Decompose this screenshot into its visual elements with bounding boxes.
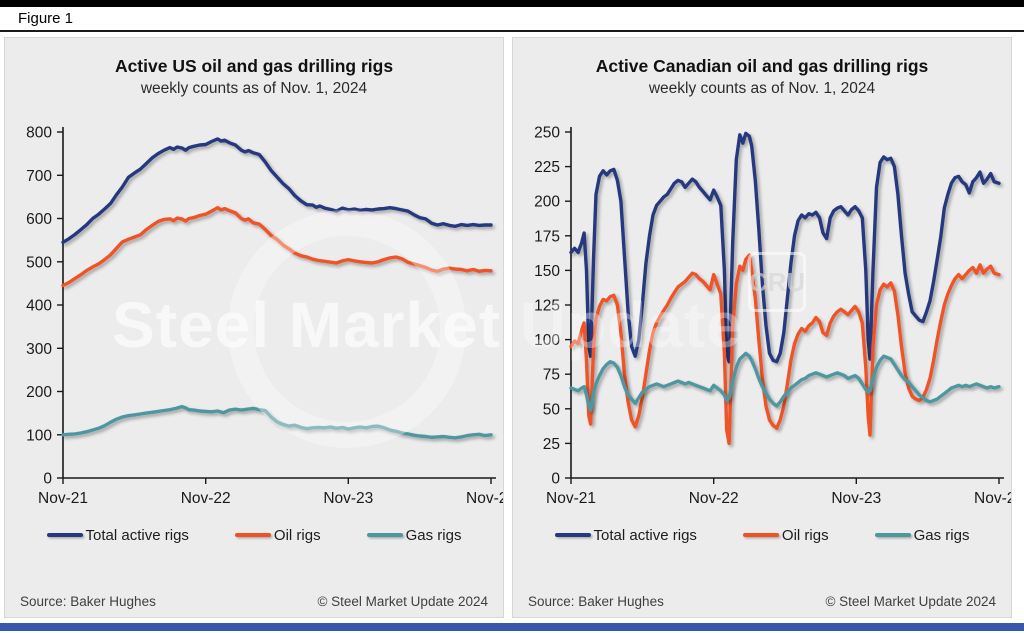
svg-text:700: 700	[26, 168, 52, 185]
svg-text:Nov-24: Nov-24	[466, 490, 503, 507]
top-accent-bar	[0, 0, 1024, 7]
canada-chart-subtitle: weekly counts as of Nov. 1, 2024	[648, 80, 876, 97]
charts-container: Active US oil and gas drilling rigs week…	[0, 32, 1024, 623]
svg-text:225: 225	[534, 159, 560, 176]
gas-line-swatch	[366, 532, 403, 538]
figure-label: Figure 1	[18, 10, 74, 27]
us-chart-subtitle: weekly counts as of Nov. 1, 2024	[140, 80, 368, 97]
us-legend: Total active rigs Oil rigs Gas rigs	[5, 522, 503, 548]
svg-text:250: 250	[534, 125, 560, 142]
svg-text:Nov-22: Nov-22	[689, 490, 739, 507]
legend-item-total: Total active rigs	[554, 526, 697, 544]
gas-line-swatch	[874, 532, 911, 538]
legend-item-oil: Oil rigs	[234, 526, 321, 544]
svg-text:0: 0	[551, 471, 560, 488]
svg-text:400: 400	[26, 298, 52, 315]
legend-label-oil: Oil rigs	[273, 526, 321, 544]
svg-text:300: 300	[26, 341, 52, 358]
canada-line-chart: 0 25 50 75 100 125 150 175 200 225 250 Nov-21 Nov-22…	[534, 125, 1011, 508]
svg-text:200: 200	[534, 194, 560, 211]
legend-label-gas: Gas rigs	[405, 526, 462, 544]
svg-text:Nov-21: Nov-21	[546, 490, 596, 507]
bottom-accent-bar	[0, 623, 1024, 631]
oil-line-swatch	[234, 532, 271, 538]
svg-text:125: 125	[534, 298, 560, 315]
figure-header: Figure 1	[0, 7, 1024, 32]
svg-text:Nov-23: Nov-23	[323, 490, 373, 507]
svg-text:Nov-21: Nov-21	[38, 490, 88, 507]
us-title-block: Active US oil and gas drilling rigs week…	[5, 38, 503, 100]
legend-item-gas: Gas rigs	[366, 526, 462, 544]
svg-text:50: 50	[543, 401, 561, 418]
svg-text:25: 25	[543, 436, 560, 453]
us-panel-footer: Source: Baker Hughes © Steel Market Upda…	[5, 594, 503, 609]
svg-text:600: 600	[26, 211, 52, 228]
legend-item-gas: Gas rigs	[874, 526, 970, 544]
svg-text:0: 0	[43, 471, 52, 488]
legend-label-oil: Oil rigs	[781, 526, 829, 544]
svg-text:200: 200	[26, 384, 52, 401]
legend-label-total: Total active rigs	[593, 526, 697, 544]
canada-chart-title: Active Canadian oil and gas drilling rig…	[595, 56, 929, 76]
legend-item-oil: Oil rigs	[742, 526, 829, 544]
svg-text:150: 150	[534, 263, 560, 280]
us-chart-title: Active US oil and gas drilling rigs	[114, 56, 394, 76]
svg-text:Nov-22: Nov-22	[181, 490, 231, 507]
oil-line-swatch	[742, 532, 779, 538]
legend-item-total: Total active rigs	[46, 526, 189, 544]
svg-text:500: 500	[26, 254, 52, 271]
svg-text:100: 100	[26, 427, 52, 444]
svg-text:Nov-24: Nov-24	[974, 490, 1011, 507]
us-line-chart: 0 100 200 300 400 500 600 700 800 Nov-21 Nov-22 Nov…	[26, 125, 503, 508]
legend-label-total: Total active rigs	[85, 526, 189, 544]
source-text: Source: Baker Hughes	[20, 594, 156, 609]
us-chart-panel: Active US oil and gas drilling rigs week…	[4, 37, 504, 618]
canada-title-block: Active Canadian oil and gas drilling rig…	[513, 38, 1011, 100]
copyright-text: © Steel Market Update 2024	[825, 594, 996, 609]
canada-chart-panel: Active Canadian oil and gas drilling rig…	[512, 37, 1012, 618]
source-text: Source: Baker Hughes	[528, 594, 664, 609]
copyright-text: © Steel Market Update 2024	[317, 594, 488, 609]
svg-text:175: 175	[534, 228, 560, 245]
svg-text:100: 100	[534, 332, 560, 349]
total-line-swatch	[554, 532, 591, 538]
canada-legend: Total active rigs Oil rigs Gas rigs	[513, 522, 1011, 548]
svg-text:75: 75	[543, 367, 560, 384]
svg-text:Nov-23: Nov-23	[831, 490, 881, 507]
svg-text:800: 800	[26, 125, 52, 142]
total-line-swatch	[46, 532, 83, 538]
legend-label-gas: Gas rigs	[913, 526, 970, 544]
canada-panel-footer: Source: Baker Hughes © Steel Market Upda…	[513, 594, 1011, 609]
